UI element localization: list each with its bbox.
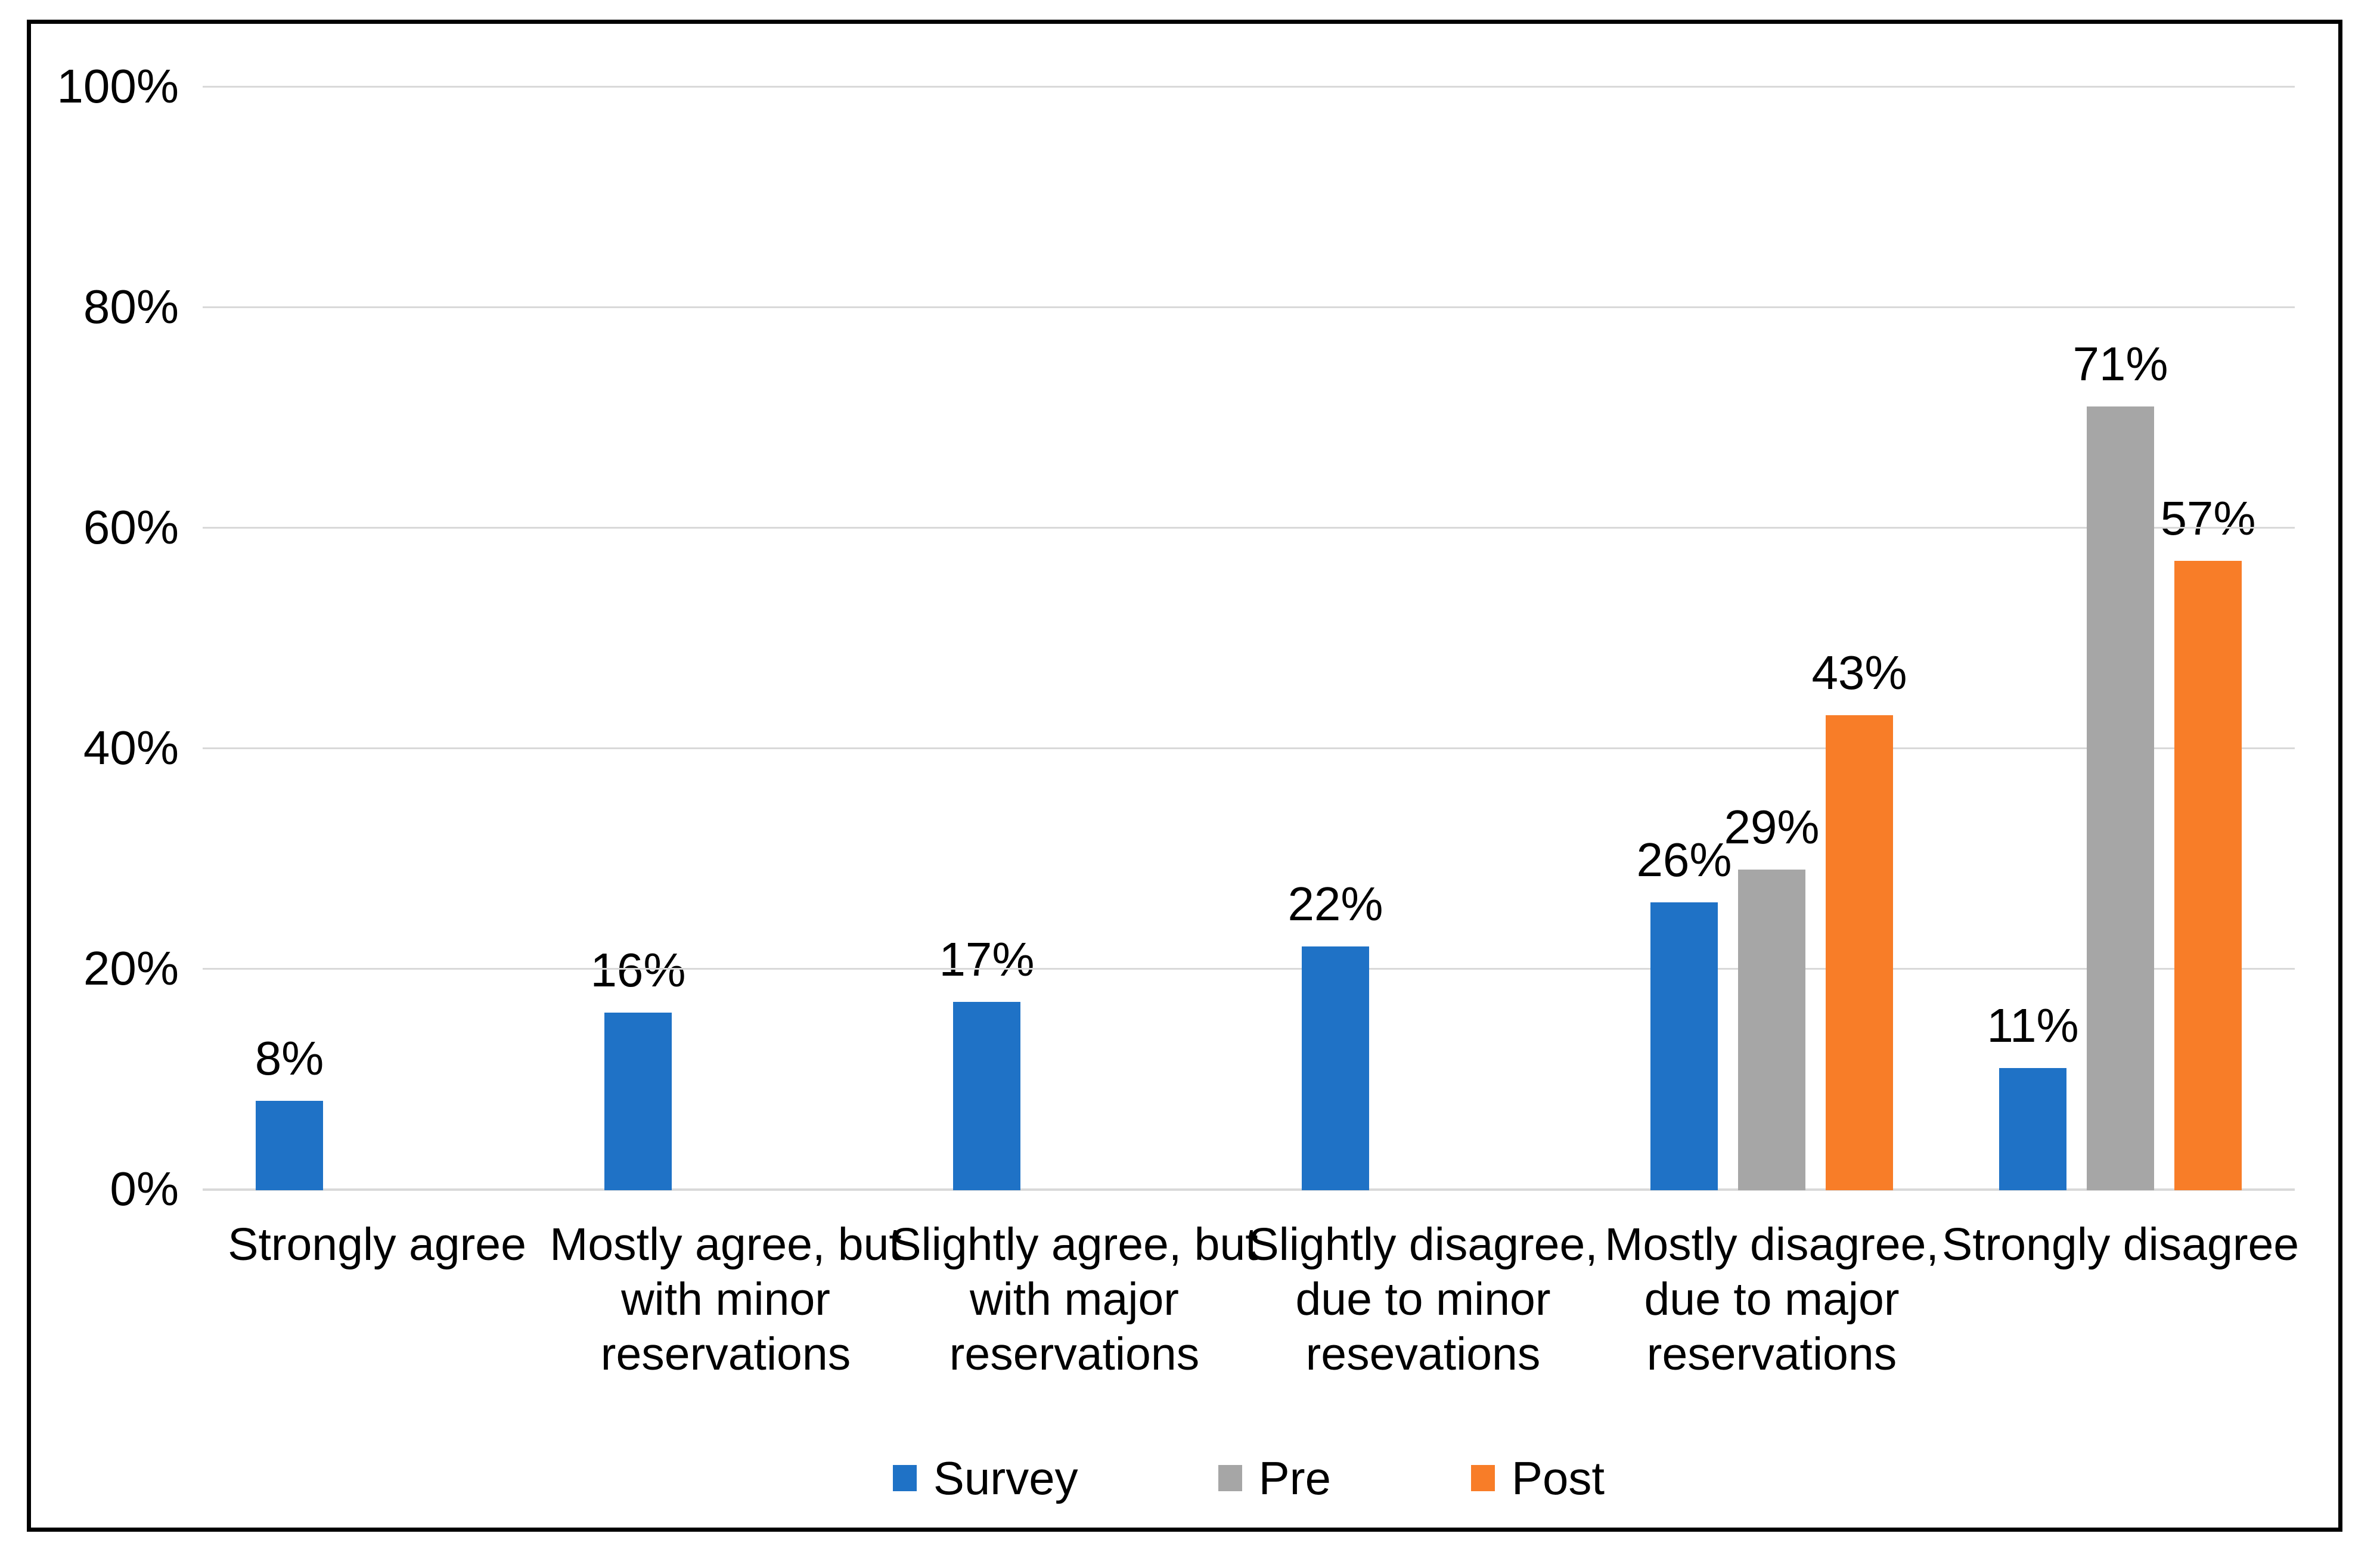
category-label-line: reservations bbox=[1646, 1328, 1897, 1380]
data-label-survey-4: 22% bbox=[1287, 877, 1383, 930]
legend: Survey Pre Post bbox=[203, 1453, 2295, 1503]
bar-pre-5 bbox=[1738, 869, 1805, 1190]
category-label-line: resevations bbox=[1305, 1328, 1541, 1380]
y-tick-label: 0% bbox=[110, 1162, 179, 1215]
category-label-3: Slightly agree, but with major reservation… bbox=[890, 1217, 1258, 1382]
legend-item-pre: Pre bbox=[1218, 1454, 1331, 1502]
category-label-line: with minor bbox=[621, 1274, 830, 1325]
y-tick-label: 20% bbox=[83, 942, 179, 995]
category-label-line: Strongly agree bbox=[228, 1219, 526, 1270]
category-label-5: Mostly disagree, due to major reservations bbox=[1605, 1217, 1939, 1382]
bar-post-6 bbox=[2174, 560, 2242, 1190]
category-label-line: Slightly disagree, bbox=[1248, 1219, 1598, 1270]
bar-survey-1 bbox=[256, 1101, 323, 1190]
data-label-post-5: 43% bbox=[1811, 645, 1907, 699]
legend-item-survey: Survey bbox=[892, 1452, 1078, 1504]
category-label-line: Mostly disagree, bbox=[1605, 1219, 1939, 1270]
bar-survey-6 bbox=[1999, 1067, 2066, 1190]
category-label-line: Strongly disagree bbox=[1941, 1219, 2300, 1270]
y-tick-label: 40% bbox=[83, 721, 179, 774]
x-axis-line bbox=[203, 1188, 2295, 1191]
category-label-line: due to major bbox=[1644, 1274, 1900, 1325]
data-label-pre-5: 29% bbox=[1724, 800, 1820, 853]
data-label-survey-3: 17% bbox=[939, 932, 1035, 986]
category-label-line: with major bbox=[970, 1274, 1179, 1325]
category-label-line: Slightly agree, but bbox=[890, 1219, 1258, 1270]
legend-label-post: Post bbox=[1512, 1452, 1605, 1504]
category-label-2: Mostly agree, but with minor reservations bbox=[550, 1217, 902, 1382]
data-label-pre-6: 71% bbox=[2072, 337, 2168, 390]
data-label-survey-6: 11% bbox=[1987, 998, 2079, 1052]
legend-label-pre: Pre bbox=[1258, 1452, 1332, 1504]
bar-pre-6 bbox=[2087, 406, 2154, 1190]
data-label-survey-1: 8% bbox=[255, 1032, 324, 1085]
data-label-survey-2: 16% bbox=[590, 943, 686, 997]
gridline-60 bbox=[203, 527, 2295, 529]
category-label-4: Slightly disagree, due to minor resevation… bbox=[1248, 1217, 1597, 1382]
data-label-survey-5: 26% bbox=[1636, 833, 1732, 886]
bar-survey-2 bbox=[604, 1013, 672, 1190]
y-tick-label: 60% bbox=[83, 501, 179, 554]
data-label-post-6: 57% bbox=[2160, 491, 2256, 545]
gridline-20 bbox=[203, 968, 2295, 970]
category-label-1: Strongly agree bbox=[228, 1217, 526, 1272]
legend-swatch-survey bbox=[892, 1465, 917, 1491]
legend-swatch-post bbox=[1471, 1465, 1495, 1491]
y-tick-label: 80% bbox=[83, 280, 179, 333]
gridline-100 bbox=[203, 86, 2295, 88]
bar-survey-3 bbox=[953, 1001, 1020, 1190]
legend-item-post: Post bbox=[1471, 1454, 1605, 1502]
y-tick-label: 100% bbox=[57, 60, 179, 113]
category-label-line: Mostly agree, but bbox=[550, 1219, 902, 1270]
gridline-40 bbox=[203, 747, 2295, 749]
legend-label-survey: Survey bbox=[933, 1452, 1078, 1504]
category-label-line: reservations bbox=[600, 1328, 851, 1380]
bar-survey-5 bbox=[1650, 902, 1718, 1190]
bar-post-5 bbox=[1826, 715, 1893, 1190]
category-label-line: reservations bbox=[949, 1328, 1200, 1380]
category-label-6: Strongly disagree bbox=[1942, 1217, 2299, 1272]
chart-border bbox=[27, 20, 2342, 1532]
gridline-80 bbox=[203, 306, 2295, 308]
bar-survey-4 bbox=[1302, 946, 1369, 1190]
legend-swatch-pre bbox=[1218, 1465, 1242, 1491]
category-label-line: due to minor bbox=[1295, 1274, 1551, 1325]
